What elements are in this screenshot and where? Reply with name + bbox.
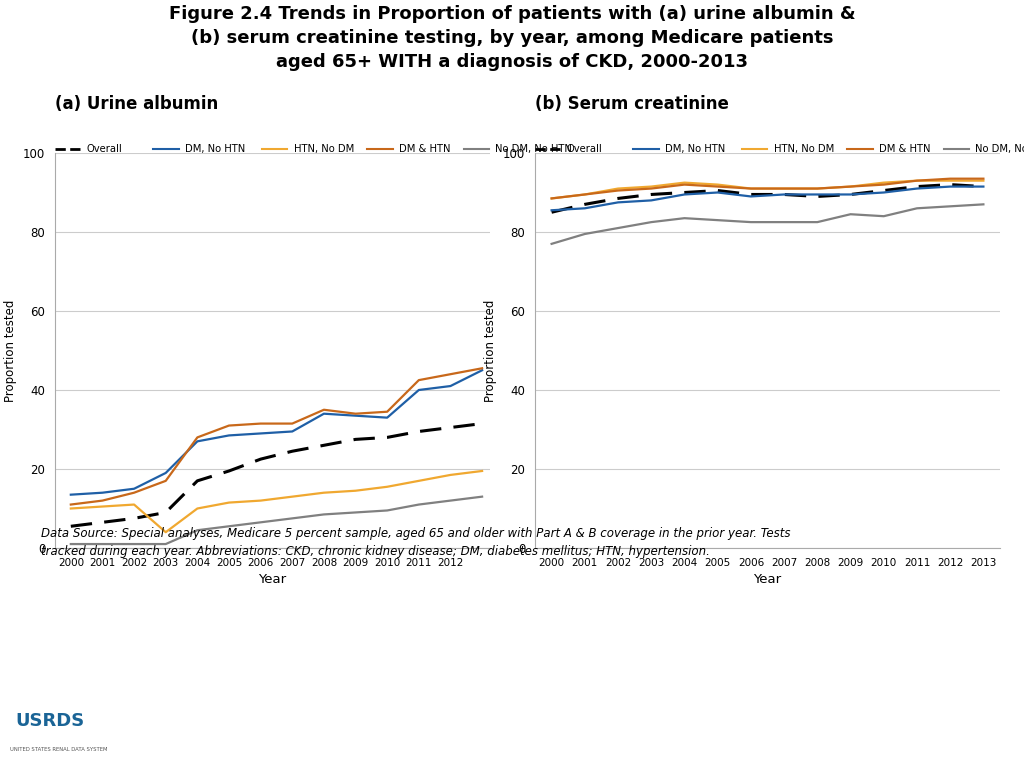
- Text: USRDS: USRDS: [15, 713, 85, 730]
- X-axis label: Year: Year: [258, 573, 287, 586]
- Text: (a) Urine albumin: (a) Urine albumin: [55, 95, 218, 113]
- Text: DM, No HTN: DM, No HTN: [665, 144, 725, 154]
- Text: Figure 2.4 Trends in Proportion of patients with (a) urine albumin &
(b) serum c: Figure 2.4 Trends in Proportion of patie…: [169, 5, 855, 71]
- Text: Data Source: Special analyses, Medicare 5 percent sample, aged 65 and older with: Data Source: Special analyses, Medicare …: [41, 527, 791, 558]
- Y-axis label: Proportion tested: Proportion tested: [484, 300, 498, 402]
- Text: DM & HTN: DM & HTN: [879, 144, 931, 154]
- Text: Overall: Overall: [87, 144, 123, 154]
- Text: HTN, No DM: HTN, No DM: [294, 144, 354, 154]
- Text: 11: 11: [972, 723, 993, 738]
- FancyBboxPatch shape: [0, 693, 130, 768]
- Text: No DM, No HTN: No DM, No HTN: [496, 144, 572, 154]
- Text: Overall: Overall: [566, 144, 602, 154]
- X-axis label: Year: Year: [754, 573, 781, 586]
- Text: DM, No HTN: DM, No HTN: [185, 144, 246, 154]
- Text: Vol 1, CKD, Ch 2: Vol 1, CKD, Ch 2: [443, 723, 581, 738]
- Text: DM & HTN: DM & HTN: [399, 144, 451, 154]
- Text: UNITED STATES RENAL DATA SYSTEM: UNITED STATES RENAL DATA SYSTEM: [10, 746, 108, 752]
- Text: (b) Serum creatinine: (b) Serum creatinine: [535, 95, 729, 113]
- Text: No DM, No HTN: No DM, No HTN: [975, 144, 1024, 154]
- Y-axis label: Proportion tested: Proportion tested: [4, 300, 17, 402]
- Text: HTN, No DM: HTN, No DM: [773, 144, 834, 154]
